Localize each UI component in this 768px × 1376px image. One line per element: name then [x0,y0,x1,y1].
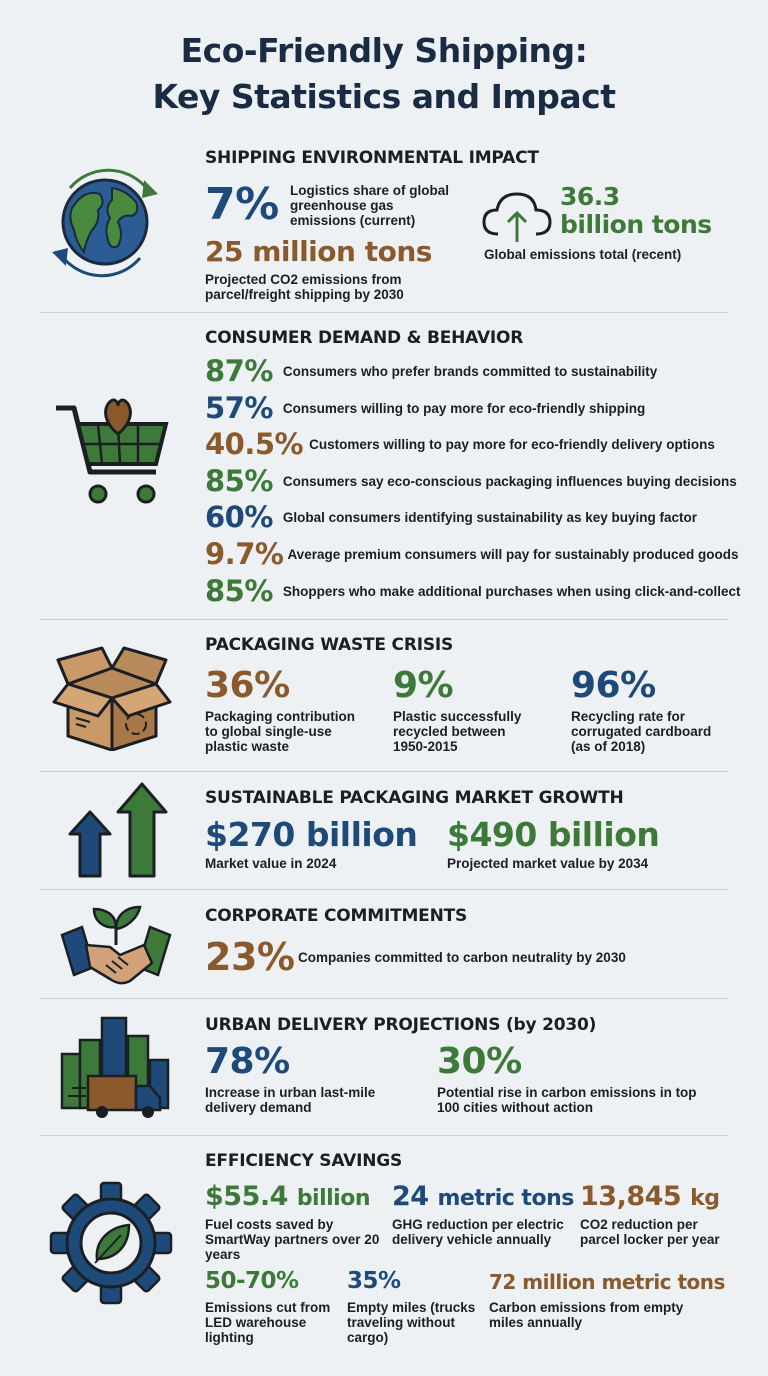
divider [40,771,728,772]
consumer-row-text: Customers willing to pay more for eco-fr… [309,436,715,452]
market-value-2034-desc: Projected market value by 2034 [447,856,649,871]
divider [40,1135,728,1136]
fuel-savings-value: $55.4 billion [205,1180,371,1216]
consumer-row-text: Consumers willing to pay more for eco-fr… [282,400,646,416]
parcel-locker-desc: CO2 reduction per parcel locker per year [580,1217,720,1247]
shipping-impact-heading: SHIPPING ENVIRONMENTAL IMPACT [205,148,539,168]
fuel-savings-value-main: $55.4 [205,1181,288,1212]
global-emissions-value: 36.3 billion tons [560,183,712,239]
title-line-1: Eco-Friendly Shipping: [180,31,588,70]
market-heading: SUSTAINABLE PACKAGING MARKET GROWTH [205,788,624,808]
projected-co2-desc: Projected CO2 emissions from parcel/frei… [205,272,404,302]
cloud-upload-icon [482,192,552,242]
parcel-locker-value-unit: kg [690,1186,720,1211]
packaging-stat-desc: Recycling rate for corrugated cardboard … [571,709,712,754]
consumer-row: 9.7% Average premium consumers will pay … [205,536,739,572]
market-value-2024: $270 billion [205,815,418,854]
parcel-locker-value: 13,845 kg [580,1180,720,1216]
divider [40,619,728,620]
market-value-2034: $490 billion [447,815,660,854]
divider [40,312,728,313]
led-lighting-value: 50-70% [205,1268,299,1294]
urban-emissions-desc: Potential rise in carbon emissions in to… [437,1085,697,1115]
empty-miles-emissions-desc: Carbon emissions from empty miles annual… [489,1300,684,1330]
global-emissions-value-main: 36.3 [560,182,620,211]
growth-arrows-icon [68,782,168,878]
open-box-recycle-icon [52,646,172,751]
consumer-row-value: 85% [205,464,273,498]
carbon-neutrality-value: 23% [205,935,295,979]
ev-ghg-value-unit: metric tons [437,1186,574,1211]
shopping-cart-heart-icon [56,398,169,504]
handshake-plant-icon [60,905,172,985]
gear-leaf-icon [49,1181,173,1305]
consumer-row: 87% Consumers who prefer brands committe… [205,353,657,389]
city-delivery-truck-icon [60,1016,170,1118]
projected-co2-value: 25 million tons [205,235,432,268]
packaging-stat-desc: Packaging contribution to global single-… [205,709,356,754]
carbon-neutrality-desc: Companies committed to carbon neutrality… [298,950,626,965]
ev-ghg-desc: GHG reduction per electric delivery vehi… [392,1217,564,1247]
consumer-row-value: 57% [205,391,273,425]
market-value-2024-desc: Market value in 2024 [205,856,337,871]
global-emissions-desc: Global emissions total (recent) [484,247,682,262]
global-emissions-value-unit: billion tons [560,210,712,239]
divider [40,889,728,890]
urban-demand-value: 78% [205,1041,290,1082]
packaging-stat-desc: Plastic successfully recycled between 19… [393,709,522,754]
ev-ghg-value: 24 metric tons [392,1180,574,1216]
led-lighting-desc: Emissions cut from LED warehouse lightin… [205,1300,331,1345]
title-line-2: Key Statistics and Impact [152,77,616,116]
consumer-row: 40.5% Customers willing to pay more for … [205,426,715,462]
consumer-row-value: 40.5% [205,427,304,461]
fuel-savings-value-unit: billion [296,1186,371,1211]
logistics-share-desc: Logistics share of global greenhouse gas… [290,183,450,228]
consumer-row: 85% Consumers say eco-conscious packagin… [205,463,737,499]
logistics-share-value: 7% [205,179,279,230]
consumer-row: 57% Consumers willing to pay more for ec… [205,390,645,426]
empty-miles-value: 35% [347,1268,401,1294]
consumer-heading: CONSUMER DEMAND & BEHAVIOR [205,328,524,348]
packaging-heading: PACKAGING WASTE CRISIS [205,635,454,655]
packaging-stat-value: 96% [571,665,656,706]
packaging-stat-value: 9% [393,665,454,706]
efficiency-heading: EFFICIENCY SAVINGS [205,1151,403,1171]
empty-miles-desc: Empty miles (trucks traveling without ca… [347,1300,476,1345]
consumer-row-text: Consumers say eco-conscious packaging in… [282,473,737,489]
urban-heading: URBAN DELIVERY PROJECTIONS (by 2030) [205,1015,597,1035]
page-title: Eco-Friendly Shipping: Key Statistics an… [0,28,768,120]
consumer-row: 85% Shoppers who make additional purchas… [205,573,741,609]
consumer-row-value: 9.7% [205,537,284,571]
parcel-locker-value-main: 13,845 [580,1181,682,1212]
consumer-row-value: 60% [205,500,273,534]
consumer-row-text: Shoppers who make additional purchases w… [282,583,741,599]
consumer-row-text: Global consumers identifying sustainabil… [282,509,698,525]
packaging-stat-value: 36% [205,665,290,706]
empty-miles-emissions-value: 72 million metric tons [489,1270,725,1294]
consumer-row: 60% Global consumers identifying sustain… [205,499,697,535]
consumer-row-value: 85% [205,574,273,608]
fuel-savings-desc: Fuel costs saved by SmartWay partners ov… [205,1217,380,1262]
divider [40,998,728,999]
urban-demand-desc: Increase in urban last-mile delivery dem… [205,1085,376,1115]
ev-ghg-value-main: 24 [392,1181,429,1212]
globe-recycle-icon [52,168,158,278]
consumer-row-value: 87% [205,354,273,388]
consumer-row-text: Average premium consumers will pay for s… [287,546,739,562]
corporate-heading: CORPORATE COMMITMENTS [205,906,468,926]
consumer-row-text: Consumers who prefer brands committed to… [282,363,658,379]
urban-emissions-value: 30% [437,1041,522,1082]
